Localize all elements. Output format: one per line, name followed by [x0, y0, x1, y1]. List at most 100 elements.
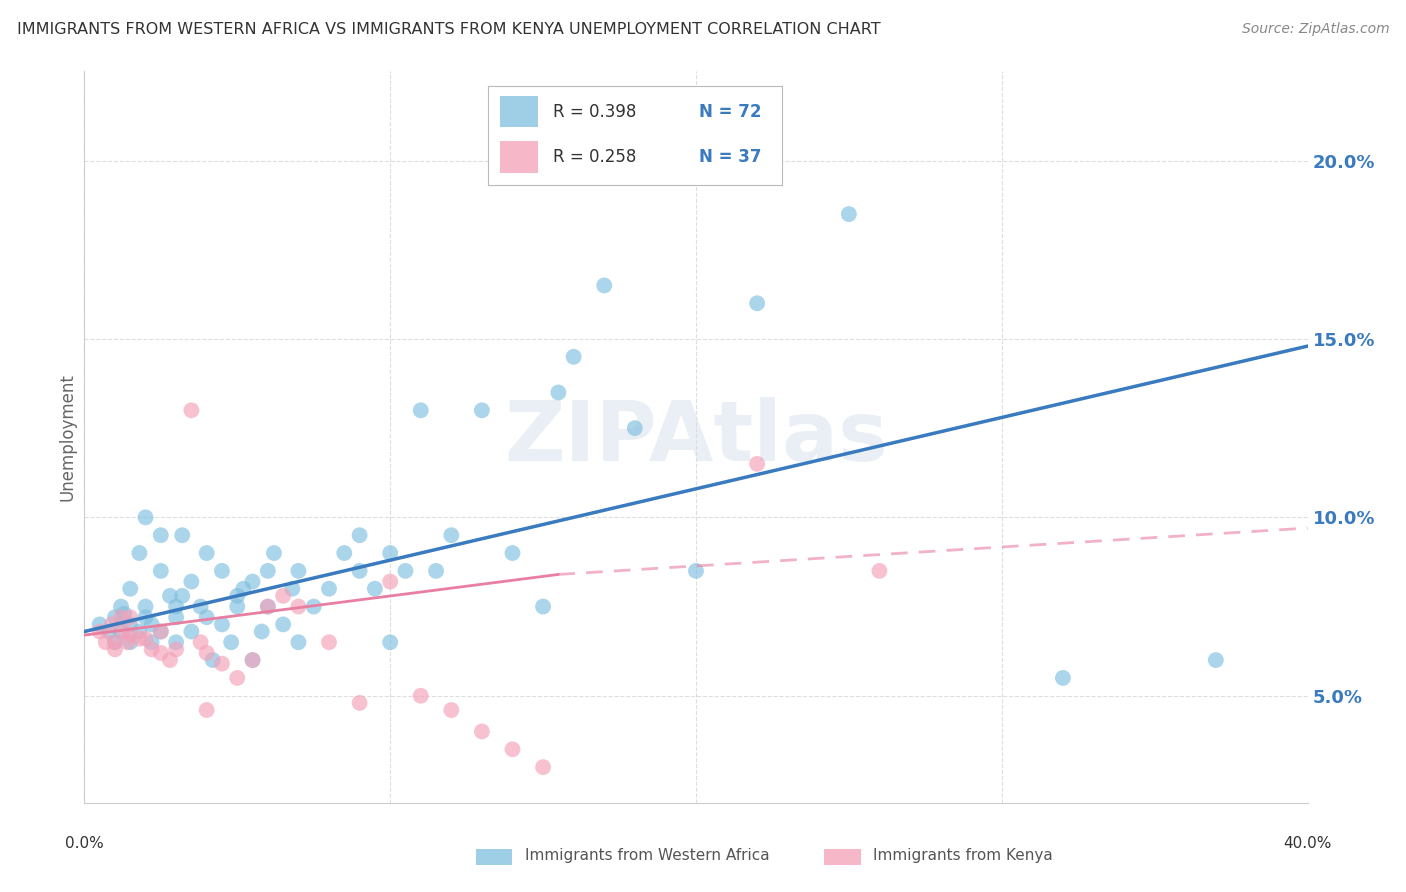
Point	[257, 599, 280, 614]
FancyBboxPatch shape	[475, 849, 513, 865]
Point	[242, 653, 264, 667]
Text: 0.0%: 0.0%	[65, 836, 104, 851]
Point	[120, 610, 142, 624]
Point	[271, 617, 294, 632]
Point	[263, 546, 285, 560]
Point	[104, 635, 127, 649]
Point	[195, 646, 218, 660]
Text: Immigrants from Western Africa: Immigrants from Western Africa	[524, 848, 769, 863]
Point	[211, 564, 233, 578]
Point	[180, 624, 202, 639]
Point	[257, 599, 280, 614]
Point	[838, 207, 860, 221]
Point	[593, 278, 616, 293]
Point	[287, 564, 309, 578]
Point	[242, 653, 264, 667]
Point	[149, 564, 172, 578]
Point	[141, 635, 163, 649]
Point	[219, 635, 242, 649]
Text: ZIPAtlas: ZIPAtlas	[503, 397, 889, 477]
Text: 40.0%: 40.0%	[1284, 836, 1331, 851]
Point	[287, 635, 309, 649]
Point	[211, 617, 233, 632]
Point	[394, 564, 416, 578]
Point	[531, 599, 554, 614]
Point	[409, 403, 432, 417]
Point	[1205, 653, 1227, 667]
Point	[380, 635, 402, 649]
Point	[349, 696, 371, 710]
Point	[624, 421, 647, 435]
Point	[226, 671, 249, 685]
Point	[104, 635, 127, 649]
Point	[165, 599, 187, 614]
FancyBboxPatch shape	[824, 849, 860, 865]
Point	[135, 610, 157, 624]
Point	[190, 599, 212, 614]
Point	[120, 617, 142, 632]
Point	[226, 589, 249, 603]
Point	[502, 546, 524, 560]
Point	[747, 457, 769, 471]
Point	[135, 632, 157, 646]
Point	[502, 742, 524, 756]
Point	[159, 589, 181, 603]
Point	[195, 610, 218, 624]
Point	[110, 599, 132, 614]
Point	[440, 528, 463, 542]
Point	[149, 646, 172, 660]
Point	[104, 610, 127, 624]
Point	[110, 624, 132, 639]
Point	[685, 564, 707, 578]
Point	[242, 574, 264, 589]
Point	[226, 599, 249, 614]
Point	[281, 582, 304, 596]
Point	[165, 642, 187, 657]
Point	[333, 546, 356, 560]
Point	[112, 624, 135, 639]
Point	[115, 635, 138, 649]
Point	[349, 564, 371, 578]
Point	[562, 350, 585, 364]
Text: IMMIGRANTS FROM WESTERN AFRICA VS IMMIGRANTS FROM KENYA UNEMPLOYMENT CORRELATION: IMMIGRANTS FROM WESTERN AFRICA VS IMMIGR…	[17, 22, 880, 37]
Point	[380, 546, 402, 560]
Point	[120, 635, 142, 649]
Point	[318, 582, 340, 596]
Point	[531, 760, 554, 774]
Point	[195, 546, 218, 560]
Point	[120, 582, 142, 596]
Point	[302, 599, 325, 614]
Y-axis label: Unemployment: Unemployment	[58, 373, 76, 501]
Point	[409, 689, 432, 703]
Point	[547, 385, 569, 400]
Point	[165, 610, 187, 624]
Text: Source: ZipAtlas.com: Source: ZipAtlas.com	[1241, 22, 1389, 37]
Point	[271, 589, 294, 603]
Point	[172, 589, 194, 603]
Point	[97, 624, 120, 639]
Point	[165, 635, 187, 649]
Text: Immigrants from Kenya: Immigrants from Kenya	[873, 848, 1053, 863]
Point	[471, 403, 494, 417]
Point	[149, 624, 172, 639]
Point	[211, 657, 233, 671]
Point	[112, 607, 135, 621]
Point	[440, 703, 463, 717]
Point	[318, 635, 340, 649]
Point	[364, 582, 387, 596]
Point	[141, 617, 163, 632]
Point	[201, 653, 224, 667]
Point	[257, 564, 280, 578]
Point	[89, 624, 111, 639]
Point	[89, 617, 111, 632]
Point	[190, 635, 212, 649]
Point	[159, 653, 181, 667]
Point	[349, 528, 371, 542]
Point	[380, 574, 402, 589]
Point	[128, 546, 150, 560]
Point	[104, 642, 127, 657]
Point	[1052, 671, 1074, 685]
Point	[120, 628, 142, 642]
Point	[101, 617, 124, 632]
Point	[869, 564, 891, 578]
